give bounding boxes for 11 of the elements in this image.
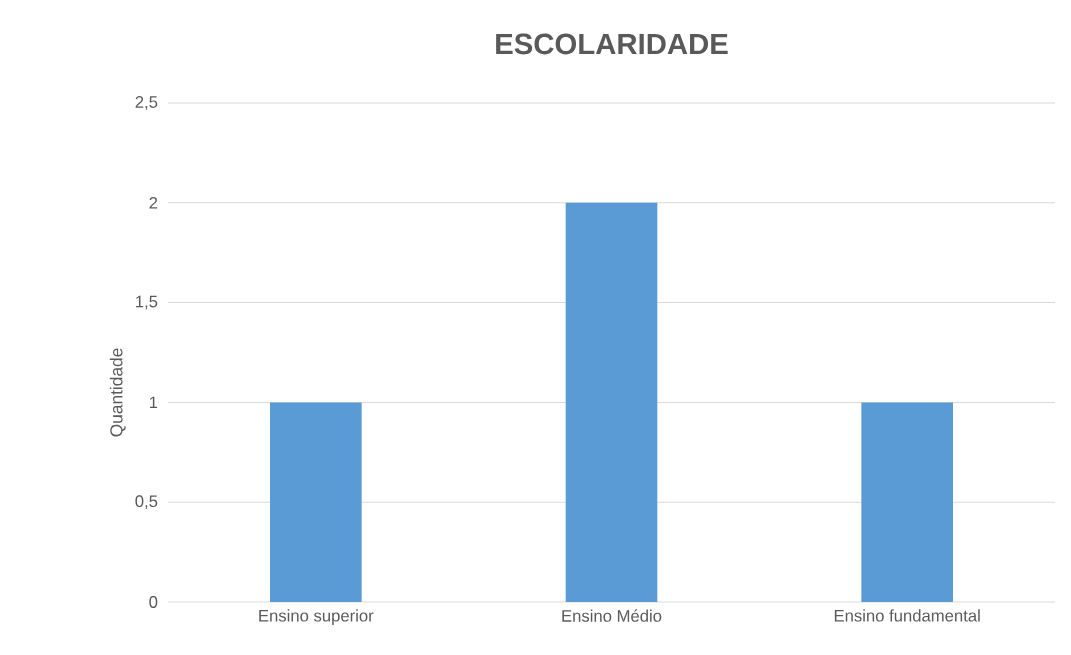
y-tick-label: 0 (149, 596, 158, 608)
x-tick-label: Ensino superior (259, 609, 374, 625)
y-tick-label: 2 (149, 196, 158, 209)
y-tick-label: 1 (149, 396, 158, 409)
y-tick-label: 2,5 (135, 96, 158, 110)
x-tick-label: Ensino fundamental (834, 609, 980, 622)
y-tick-label: 0,5 (135, 495, 158, 510)
y-tick-label: 1,5 (136, 295, 158, 310)
x-tick-label: Ensino Médio (562, 609, 662, 622)
y-axis-title: Quantidade (109, 348, 126, 437)
chart-title: ESCOLARIDADE (496, 33, 728, 55)
